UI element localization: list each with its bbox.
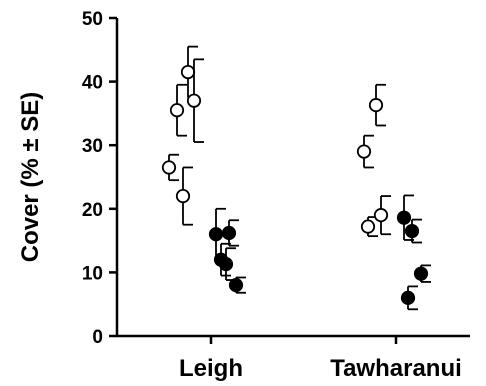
y-tick-label: 50 <box>82 9 103 30</box>
data-marker <box>228 278 244 293</box>
filled-point <box>396 194 414 241</box>
y-tick-label: 40 <box>82 73 103 94</box>
x-category-label: Tawharanui <box>330 355 462 382</box>
data-marker <box>169 103 185 118</box>
axes: 0 10 20 30 40 50 Leigh Tawharanui <box>82 9 470 382</box>
filled-point <box>221 219 239 247</box>
filled-point <box>413 264 431 283</box>
open-point <box>180 45 198 99</box>
y-tick-label: 0 <box>92 327 103 348</box>
data-marker <box>368 98 384 113</box>
data-marker <box>221 225 237 241</box>
filled-point <box>400 285 418 311</box>
data-marker <box>396 210 412 225</box>
open-point <box>368 83 386 127</box>
x-category-label: Leigh <box>179 355 243 382</box>
data-marker <box>218 257 234 272</box>
data-marker <box>404 223 420 239</box>
data-marker <box>161 160 177 175</box>
data-marker <box>413 266 429 281</box>
open-point <box>356 134 374 169</box>
filled-point <box>404 218 422 244</box>
open-point <box>360 216 378 238</box>
y-tick-label: 10 <box>82 263 103 284</box>
filled-point <box>228 276 246 294</box>
data-marks <box>161 45 431 311</box>
filled-point <box>218 247 236 281</box>
open-point <box>373 195 391 236</box>
open-point <box>175 166 193 226</box>
data-marker <box>356 144 372 159</box>
open-point <box>169 83 187 137</box>
open-point <box>186 58 204 143</box>
data-marker <box>360 219 376 234</box>
data-marker <box>186 93 202 108</box>
data-marker <box>373 208 389 223</box>
y-tick-label: 20 <box>82 200 103 221</box>
data-marker <box>400 290 416 305</box>
data-marker <box>180 64 196 80</box>
y-tick-label: 30 <box>82 136 103 157</box>
open-point <box>161 153 179 182</box>
data-marker <box>175 188 191 204</box>
y-axis-title: Cover (% ± SE) <box>17 92 44 263</box>
data-marker <box>208 227 224 242</box>
